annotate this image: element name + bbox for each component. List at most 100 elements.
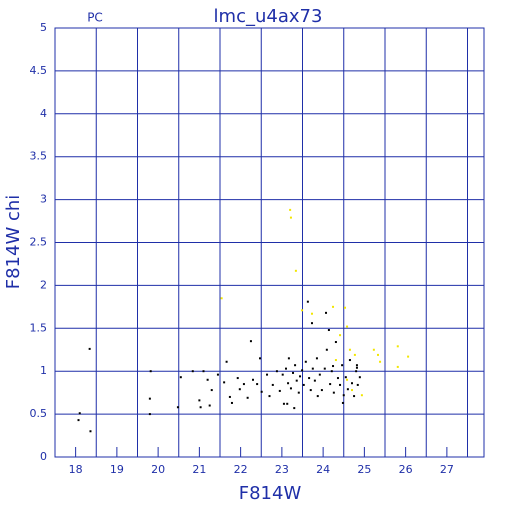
point: [287, 357, 290, 360]
y-tick-label: 1.5: [30, 321, 48, 334]
point: [299, 375, 302, 378]
point: [327, 329, 330, 332]
point: [306, 300, 309, 303]
y-tick-label: 4: [40, 107, 47, 120]
point: [341, 364, 344, 367]
point: [292, 371, 295, 374]
point: [334, 359, 337, 362]
point: [334, 341, 337, 344]
point: [230, 401, 233, 404]
point: [342, 394, 345, 397]
point: [396, 365, 399, 368]
point: [176, 406, 179, 409]
point: [353, 353, 356, 356]
x-tick-label: 20: [151, 463, 165, 476]
point: [149, 370, 152, 373]
point: [286, 402, 289, 405]
point: [256, 383, 259, 386]
point: [379, 360, 382, 363]
point: [407, 355, 410, 358]
chart-subtitle: PC: [87, 11, 103, 25]
point: [301, 369, 304, 372]
x-tick-label: 21: [192, 463, 206, 476]
point: [304, 360, 307, 363]
point: [77, 419, 80, 422]
point: [315, 357, 318, 360]
point: [275, 370, 278, 373]
point: [330, 370, 333, 373]
point: [297, 391, 300, 394]
y-axis-label: F814W chi: [3, 195, 24, 290]
point: [266, 373, 269, 376]
point: [78, 412, 81, 415]
point: [310, 322, 313, 325]
point: [355, 364, 358, 367]
point: [358, 376, 361, 379]
point: [89, 430, 92, 433]
point: [206, 378, 209, 381]
point: [348, 348, 351, 351]
point: [271, 383, 274, 386]
point: [310, 312, 313, 315]
point: [268, 395, 271, 398]
point: [289, 387, 292, 390]
point: [246, 396, 249, 399]
point: [210, 389, 213, 392]
point: [323, 367, 326, 370]
point: [289, 216, 292, 219]
point: [325, 348, 328, 351]
x-tick-label: 24: [316, 463, 330, 476]
point: [202, 370, 205, 373]
point: [148, 397, 151, 400]
point: [341, 401, 344, 404]
point: [396, 345, 399, 348]
point: [309, 389, 312, 392]
y-tick-label: 5: [40, 21, 47, 34]
x-tick-label: 25: [357, 463, 371, 476]
point: [225, 360, 228, 363]
point: [351, 389, 353, 392]
x-tick-label: 18: [69, 463, 83, 476]
point: [339, 383, 342, 386]
point: [311, 367, 314, 370]
point: [148, 413, 151, 416]
x-tick-label: 19: [110, 463, 124, 476]
point: [228, 395, 231, 398]
point: [236, 377, 239, 380]
point: [199, 406, 202, 409]
point: [336, 377, 339, 380]
point: [346, 325, 349, 328]
point: [356, 383, 359, 386]
point: [332, 365, 335, 368]
point: [376, 353, 379, 356]
point: [198, 399, 201, 402]
point: [223, 381, 226, 384]
point: [281, 373, 284, 376]
point: [260, 390, 263, 393]
y-tick-label: 3: [40, 193, 47, 206]
point: [313, 379, 316, 382]
point: [294, 269, 297, 272]
point: [353, 395, 356, 398]
point: [301, 309, 304, 312]
point: [302, 383, 305, 386]
point: [348, 359, 351, 362]
point: [216, 373, 219, 376]
point: [252, 378, 254, 381]
x-tick-label: 22: [234, 463, 248, 476]
point: [360, 394, 363, 397]
point: [346, 388, 349, 391]
point: [355, 370, 358, 373]
point: [242, 383, 245, 386]
point: [308, 377, 311, 380]
y-tick-label: 2.5: [30, 236, 48, 249]
y-tick-label: 4.5: [30, 64, 48, 77]
x-axis-label: F814W: [239, 483, 302, 504]
x-tick-label: 26: [399, 463, 413, 476]
point: [318, 373, 321, 376]
point: [355, 366, 358, 369]
point: [346, 378, 349, 381]
point: [372, 348, 375, 351]
